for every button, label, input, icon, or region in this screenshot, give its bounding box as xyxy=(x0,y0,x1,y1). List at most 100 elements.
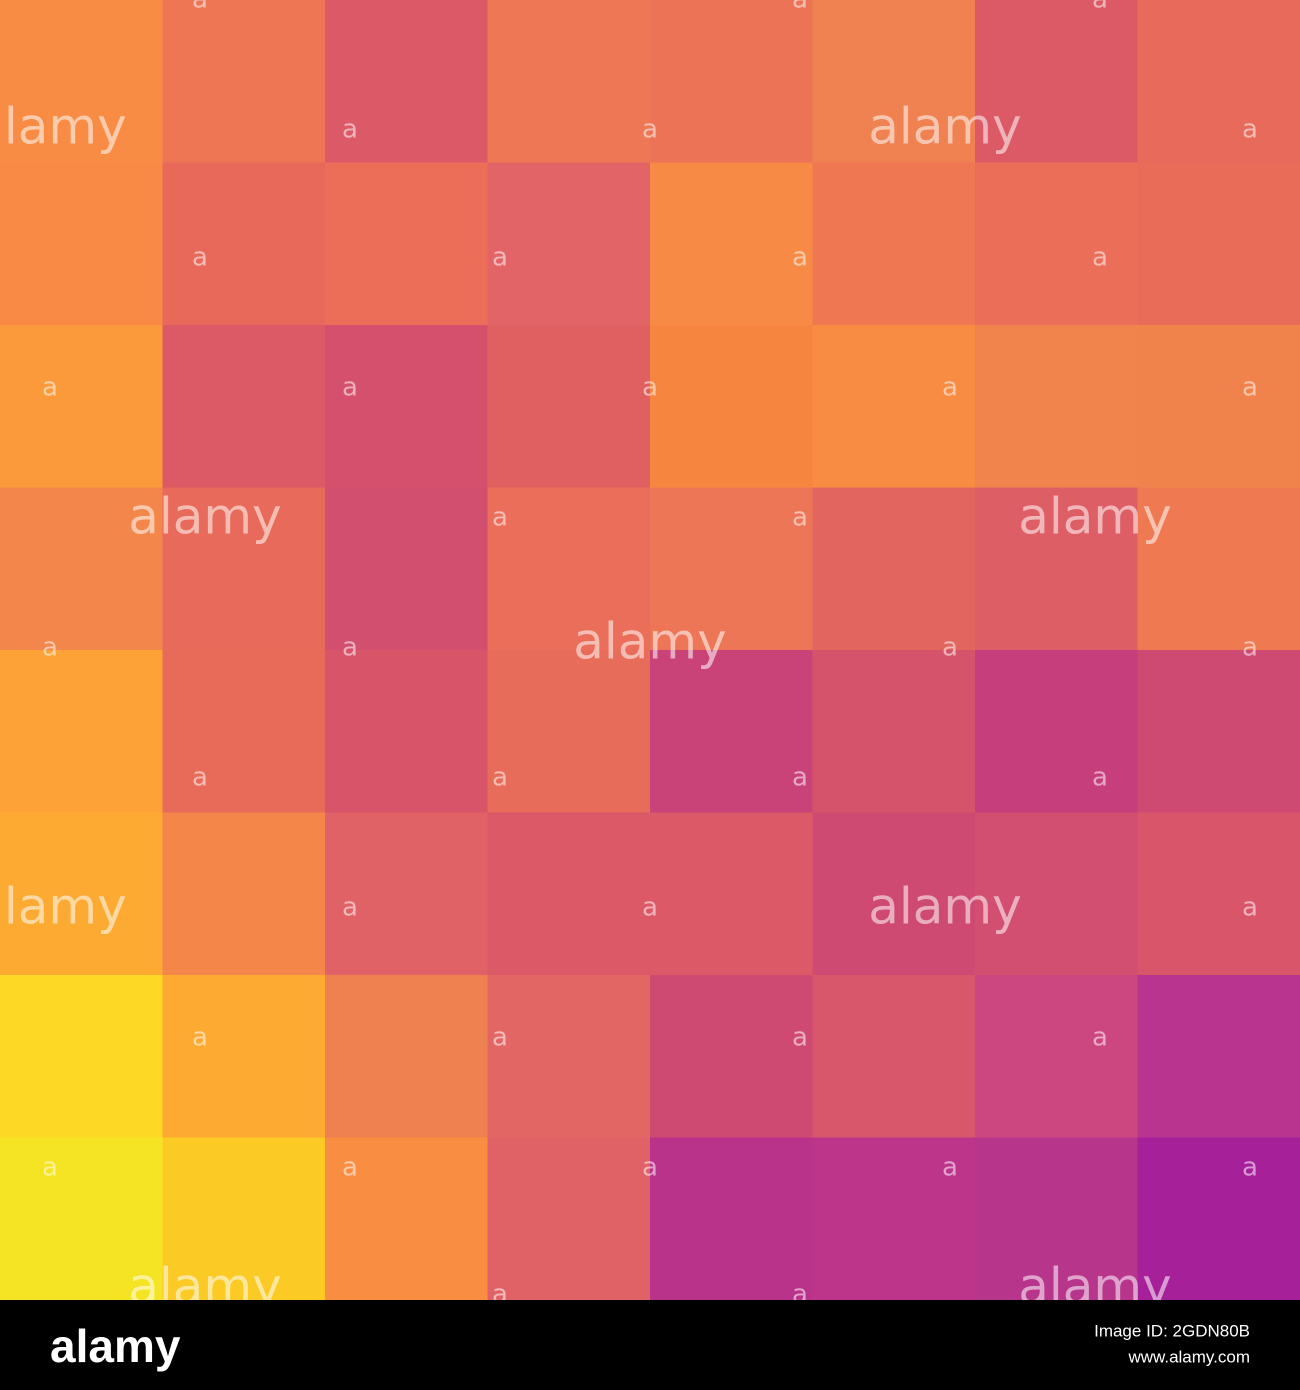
watermark-mark: a xyxy=(342,373,358,403)
watermark-mark: a xyxy=(492,503,508,533)
cell xyxy=(812,650,976,813)
cell xyxy=(162,162,326,326)
cell xyxy=(325,1137,488,1300)
watermark-mark: a xyxy=(642,893,658,923)
cell xyxy=(812,325,976,488)
cell xyxy=(0,325,163,488)
cell xyxy=(487,0,651,163)
watermark-mark: a xyxy=(192,243,208,273)
watermark-logo: alamy xyxy=(573,613,726,671)
cell xyxy=(1137,325,1300,488)
watermark-mark: a xyxy=(942,1153,958,1183)
watermark-mark: a xyxy=(642,373,658,403)
cell xyxy=(0,975,163,1138)
watermark-mark: a xyxy=(1092,763,1108,793)
watermark-mark: a xyxy=(492,243,508,273)
watermark-mark: a xyxy=(42,1153,58,1183)
watermark-mark: a xyxy=(792,1280,808,1301)
cell xyxy=(162,487,326,651)
watermark-mark: a xyxy=(192,1023,208,1053)
watermark-mark: a xyxy=(942,633,958,663)
cell xyxy=(0,1137,163,1300)
cell xyxy=(650,162,813,326)
cell xyxy=(975,1137,1138,1300)
cell xyxy=(162,1137,326,1300)
cell xyxy=(325,162,488,326)
cell xyxy=(487,975,651,1138)
cell xyxy=(487,650,651,813)
watermark-mark: a xyxy=(1242,633,1258,663)
watermark-mark: a xyxy=(492,763,508,793)
cell xyxy=(1137,0,1300,163)
watermark-mark: a xyxy=(492,1023,508,1053)
watermark-mark: a xyxy=(342,1153,358,1183)
watermark-mark: a xyxy=(192,0,208,15)
watermark-mark: a xyxy=(792,503,808,533)
cell xyxy=(1137,1137,1300,1300)
cell xyxy=(0,650,163,813)
cell xyxy=(812,812,976,976)
watermark-mark: a xyxy=(1092,1023,1108,1053)
watermark-mark: a xyxy=(1242,1153,1258,1183)
watermark-mark: a xyxy=(42,373,58,403)
cell xyxy=(325,487,488,651)
watermark-logo: alamy xyxy=(128,1258,281,1301)
watermark-mark: a xyxy=(42,633,58,663)
cell xyxy=(812,487,976,651)
watermark-mark: a xyxy=(642,1153,658,1183)
cell xyxy=(975,650,1138,813)
footer-logo: alamy xyxy=(50,1320,181,1372)
cell xyxy=(650,325,813,488)
image-id: Image ID: 2GDN80B xyxy=(1094,1321,1250,1340)
cell xyxy=(0,162,163,326)
watermark-mark: a xyxy=(342,633,358,663)
watermark-mark: a xyxy=(342,115,358,145)
watermark-mark: a xyxy=(1242,115,1258,145)
cell xyxy=(1137,975,1300,1138)
cell xyxy=(975,0,1138,163)
cell xyxy=(650,650,813,813)
watermark-logo: alamy xyxy=(0,98,127,156)
watermark-logo: alamy xyxy=(868,878,1021,936)
watermark-mark: a xyxy=(1242,893,1258,923)
footer: alamy Image ID: 2GDN80B www.alamy.com xyxy=(0,1300,1300,1390)
cell xyxy=(1137,162,1300,326)
watermark-mark: a xyxy=(642,115,658,145)
image: alamy alamy alamy alamy alamy alamy alamy alamy… xyxy=(0,0,1300,1300)
cell xyxy=(487,812,651,976)
cell xyxy=(650,975,813,1138)
cell xyxy=(325,650,488,813)
watermark-mark: a xyxy=(942,373,958,403)
watermark-mark: a xyxy=(792,763,808,793)
cell xyxy=(325,975,488,1138)
watermark-mark: a xyxy=(1092,0,1108,15)
cell xyxy=(975,325,1138,488)
watermark-logo: alamy xyxy=(868,98,1021,156)
footer-bg xyxy=(0,1300,1300,1390)
cell xyxy=(812,0,976,163)
cell xyxy=(650,0,813,163)
cell xyxy=(162,650,326,813)
url: www.alamy.com xyxy=(1127,1347,1250,1366)
cell xyxy=(162,0,326,163)
watermark-mark: a xyxy=(192,763,208,793)
watermark-logo: alamy xyxy=(1018,488,1171,546)
cell xyxy=(487,1137,651,1300)
cell xyxy=(487,325,651,488)
cell xyxy=(1137,650,1300,813)
cell xyxy=(812,975,976,1138)
cell xyxy=(975,975,1138,1138)
cell xyxy=(325,0,488,163)
cell xyxy=(0,812,163,976)
cell xyxy=(1137,812,1300,976)
cell xyxy=(812,1137,976,1300)
cell xyxy=(650,487,813,651)
cell xyxy=(487,487,651,651)
watermark-mark: a xyxy=(492,1280,508,1301)
cell xyxy=(325,325,488,488)
cell xyxy=(1137,487,1300,651)
watermark-mark: a xyxy=(792,0,808,15)
cell xyxy=(487,162,651,326)
watermark-mark: a xyxy=(792,1023,808,1053)
